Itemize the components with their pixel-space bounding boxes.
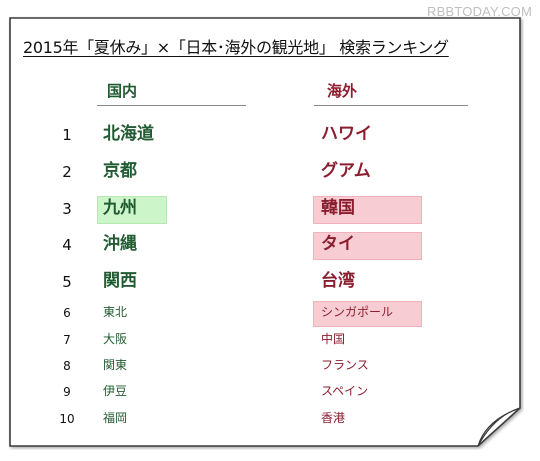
overseas-destination: シンガポール: [321, 305, 394, 319]
domestic-destination: 九州: [103, 197, 137, 218]
domestic-destination: 京都: [103, 160, 137, 181]
domestic-column-header: 国内: [107, 82, 138, 100]
rank-number: 4: [62, 236, 72, 254]
card-border: [9, 17, 521, 447]
page-curl-icon: [477, 407, 521, 447]
domestic-destination: 北海道: [103, 123, 154, 144]
domestic-destination: 伊豆: [103, 384, 128, 398]
rank-number: 2: [62, 163, 72, 181]
domestic-destination: 関西: [103, 270, 137, 291]
overseas-destination: 韓国: [321, 197, 355, 218]
rank-number: 8: [63, 359, 71, 373]
rank-number: 10: [59, 412, 75, 426]
overseas-highlight: [313, 301, 422, 327]
overseas-destination: タイ: [321, 233, 355, 254]
overseas-header-rule: [314, 105, 468, 106]
domestic-highlight: [97, 196, 167, 224]
rank-number: 3: [62, 200, 72, 218]
domestic-destination: 大阪: [103, 332, 128, 346]
domestic-destination: 関東: [103, 358, 128, 372]
overseas-destination: ハワイ: [321, 123, 372, 144]
domestic-destination: 東北: [103, 305, 128, 319]
rank-number: 1: [62, 126, 72, 144]
rank-number: 6: [63, 306, 71, 320]
overseas-destination: 台湾: [321, 270, 355, 291]
domestic-destination: 福岡: [103, 411, 128, 425]
overseas-highlight: [313, 232, 422, 260]
overseas-destination: 中国: [321, 332, 346, 346]
note-card: [8, 16, 524, 450]
overseas-destination: グアム: [321, 160, 371, 181]
overseas-destination: フランス: [321, 358, 369, 372]
domestic-header-rule: [97, 105, 246, 106]
domestic-destination: 沖縄: [103, 233, 137, 254]
overseas-destination: スペイン: [321, 384, 369, 398]
rank-number: 5: [62, 273, 72, 291]
note-card-frame: [9, 17, 521, 447]
overseas-column-header: 海外: [327, 82, 358, 100]
page-title: 2015年「夏休み」×「日本･海外の観光地」 検索ランキング: [23, 38, 449, 57]
rank-number: 7: [63, 333, 71, 347]
site-watermark: RBBTODAY.COM: [427, 4, 532, 19]
overseas-highlight: [313, 196, 422, 224]
overseas-destination: 香港: [321, 411, 346, 425]
rank-number: 9: [63, 385, 71, 399]
